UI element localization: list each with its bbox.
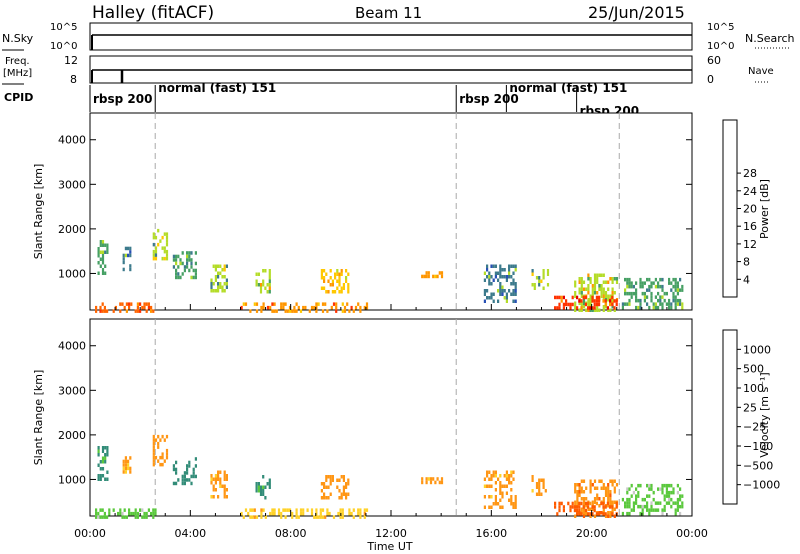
y-tick-label-3: 4000 — [58, 340, 86, 353]
power-colorbar: 4 8 12 16 20 24 28 — [722, 119, 757, 298]
x-tick-label-5: 20:00 — [576, 527, 608, 540]
scatter-patch-12 — [95, 302, 155, 313]
y-axis-label-0: Slant Range [km] — [32, 164, 45, 260]
scatter-patch-7 — [421, 477, 444, 485]
scatter-patch-0 — [97, 446, 109, 481]
cpid-segment-label-2: rbsp 200 — [459, 92, 518, 106]
x-tick-label-2: 08:00 — [275, 527, 307, 540]
power-colorbar-label: Power [dB] — [758, 179, 771, 239]
scatter-patch-8 — [483, 470, 517, 509]
y-tick-label-0: 1000 — [58, 473, 86, 486]
x-tick-label-1: 04:00 — [174, 527, 206, 540]
y-tick-label-2: 3000 — [58, 384, 86, 397]
scatter-patch-13 — [240, 508, 369, 519]
scatter-patch-3 — [172, 457, 197, 486]
scatter-patch-4 — [210, 470, 228, 499]
nsky-tick-top-right: 10^5 — [707, 22, 734, 33]
scatter-patch-6 — [320, 475, 350, 500]
scatter-patch-12 — [95, 508, 157, 519]
time-axis: 00:00 04:00 08:00 12:00 16:00 20:00 00:00 — [74, 527, 708, 540]
scatter-patch-8 — [483, 264, 517, 303]
nave-tick-60: 60 — [707, 54, 721, 67]
vel-cbar-frame — [722, 329, 738, 505]
scatter-patch-4 — [210, 264, 228, 293]
freq-unit-label: [MHz] — [3, 68, 32, 79]
y-tick-label-1: 2000 — [58, 429, 86, 442]
scatter-patch-14 — [554, 501, 618, 516]
vel-cbar-tick-label-6: −500 — [743, 459, 773, 472]
x-tick-label-0: 00:00 — [74, 527, 106, 540]
scatter-patch-6 — [320, 269, 350, 294]
y-tick-label-2: 3000 — [58, 178, 86, 191]
power-cbar-tick-label-6: 28 — [743, 167, 757, 180]
scatter-patch-11 — [621, 277, 684, 310]
scatter-patch-9 — [531, 269, 550, 290]
velocity-colorbar-label: Velocity [m s⁻¹] — [758, 372, 771, 457]
y-tick-label-3: 4000 — [58, 134, 86, 147]
cpid-segment-label-3: normal (fast) 151 — [509, 81, 627, 95]
scatter-patch-2 — [152, 434, 169, 467]
nave-label: Nave — [748, 66, 774, 77]
cpid-label: CPID — [4, 91, 33, 104]
nsky-tick-bottom-right: 10^0 — [707, 41, 734, 52]
vel-cbar-tick-label-0: 1000 — [743, 343, 771, 356]
power-panel: 1000 2000 3000 4000 Slant Range [km] — [32, 112, 693, 313]
nsky-strip-frame — [89, 22, 693, 51]
x-tick-label-4: 16:00 — [475, 527, 507, 540]
beam-title: Beam 11 — [355, 4, 422, 22]
nsky-tick-top-left: 10^5 — [50, 22, 77, 33]
station-title: Halley (fitACF) — [92, 3, 214, 23]
x-tick-label-6: 00:00 — [676, 527, 708, 540]
nsky-tick-bottom-left: 10^0 — [50, 41, 77, 52]
scatter-patch-2 — [152, 228, 169, 261]
panel-0-frame — [89, 112, 693, 311]
power-cbar-frame — [722, 119, 738, 298]
power-cbar-tick-label-3: 16 — [743, 220, 757, 233]
power-cbar-tick-label-1: 8 — [743, 256, 750, 269]
power-cbar-tick-label-2: 12 — [743, 238, 757, 251]
scatter-patch-1 — [122, 246, 132, 272]
date-title: 25/Jun/2015 — [588, 3, 685, 22]
scatter-patch-5 — [255, 269, 271, 294]
y-axis-label-1: Slant Range [km] — [32, 370, 45, 466]
panel-1-frame — [89, 318, 693, 517]
nave-tick-0: 0 — [707, 73, 714, 86]
y-tick-label-0: 1000 — [58, 267, 86, 280]
power-cbar-tick-label-5: 24 — [743, 185, 757, 198]
scatter-patch-13 — [240, 302, 369, 313]
velocity-panel: 1000 2000 3000 4000 Slant Range [km] — [32, 318, 693, 519]
vel-cbar-tick-label-7: −1000 — [743, 479, 780, 492]
vel-cbar-tick-label-3: 25 — [743, 401, 757, 414]
scatter-patch-3 — [172, 251, 197, 280]
scatter-patch-11 — [621, 483, 684, 516]
scatter-patch-10 — [574, 479, 619, 518]
freq-tick-12: 12 — [64, 54, 78, 67]
vel-cbar-tick-label-1: 500 — [743, 363, 764, 376]
scatter-patch-7 — [421, 271, 444, 279]
scatter-patch-0 — [97, 240, 109, 275]
vel-cbar-tick-label-5: −100 — [743, 440, 773, 453]
cpid-segment-label-1: normal (fast) 151 — [158, 81, 276, 95]
scatter-patch-14 — [554, 295, 618, 310]
velocity-colorbar: 1000 500 100 25 −25 −100 −500 −1000 — [722, 329, 780, 505]
freq-label: Freq. — [5, 56, 30, 67]
vel-cbar-tick-label-4: −25 — [743, 421, 766, 434]
freq-tick-8: 8 — [70, 73, 77, 86]
power-cbar-tick-label-0: 4 — [743, 273, 750, 286]
nsearch-label: N.Search — [745, 32, 795, 45]
vel-cbar-tick-label-2: 100 — [743, 382, 764, 395]
x-axis-label: Time UT — [366, 540, 412, 553]
scatter-patch-1 — [122, 456, 132, 474]
scatter-patch-5 — [255, 475, 271, 500]
x-tick-label-3: 12:00 — [375, 527, 407, 540]
scatter-patch-9 — [531, 475, 547, 496]
nsky-label: N.Sky — [2, 32, 34, 45]
power-cbar-tick-label-4: 20 — [743, 203, 757, 216]
y-tick-label-1: 2000 — [58, 223, 86, 236]
cpid-segment-label-0: rbsp 200 — [93, 92, 152, 106]
